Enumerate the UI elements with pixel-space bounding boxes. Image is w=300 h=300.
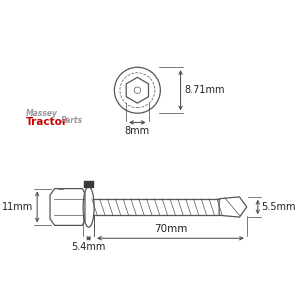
- Text: Massey: Massey: [26, 109, 58, 118]
- Text: 5.5mm: 5.5mm: [262, 202, 296, 212]
- Text: 8mm: 8mm: [125, 126, 150, 136]
- Text: Parts: Parts: [61, 116, 83, 125]
- Text: Tractor: Tractor: [26, 117, 68, 127]
- Text: 8.71mm: 8.71mm: [184, 85, 225, 95]
- Text: 11mm: 11mm: [2, 202, 34, 212]
- Text: 70mm: 70mm: [154, 224, 187, 234]
- Text: 5.4mm: 5.4mm: [71, 242, 106, 252]
- Polygon shape: [84, 181, 94, 188]
